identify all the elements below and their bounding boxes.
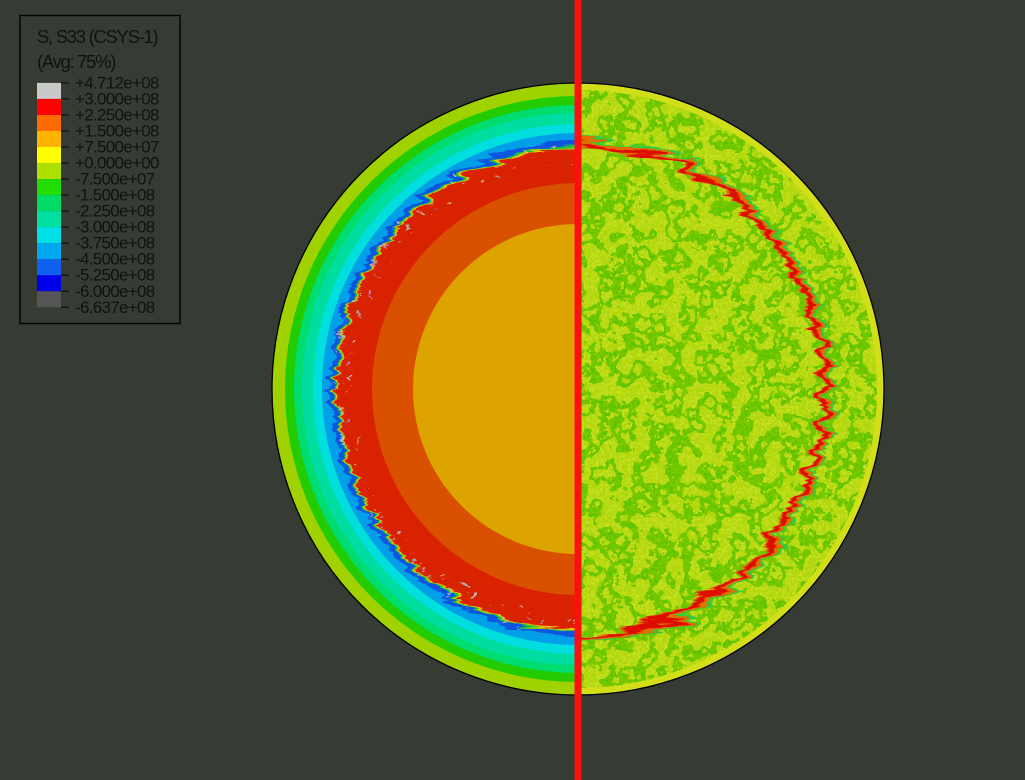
svg-text:-6.637e+08: -6.637e+08 bbox=[75, 298, 155, 317]
svg-text:(Avg: 75%): (Avg: 75%) bbox=[37, 51, 116, 72]
svg-text:S, S33 (CSYS-1): S, S33 (CSYS-1) bbox=[37, 26, 158, 47]
